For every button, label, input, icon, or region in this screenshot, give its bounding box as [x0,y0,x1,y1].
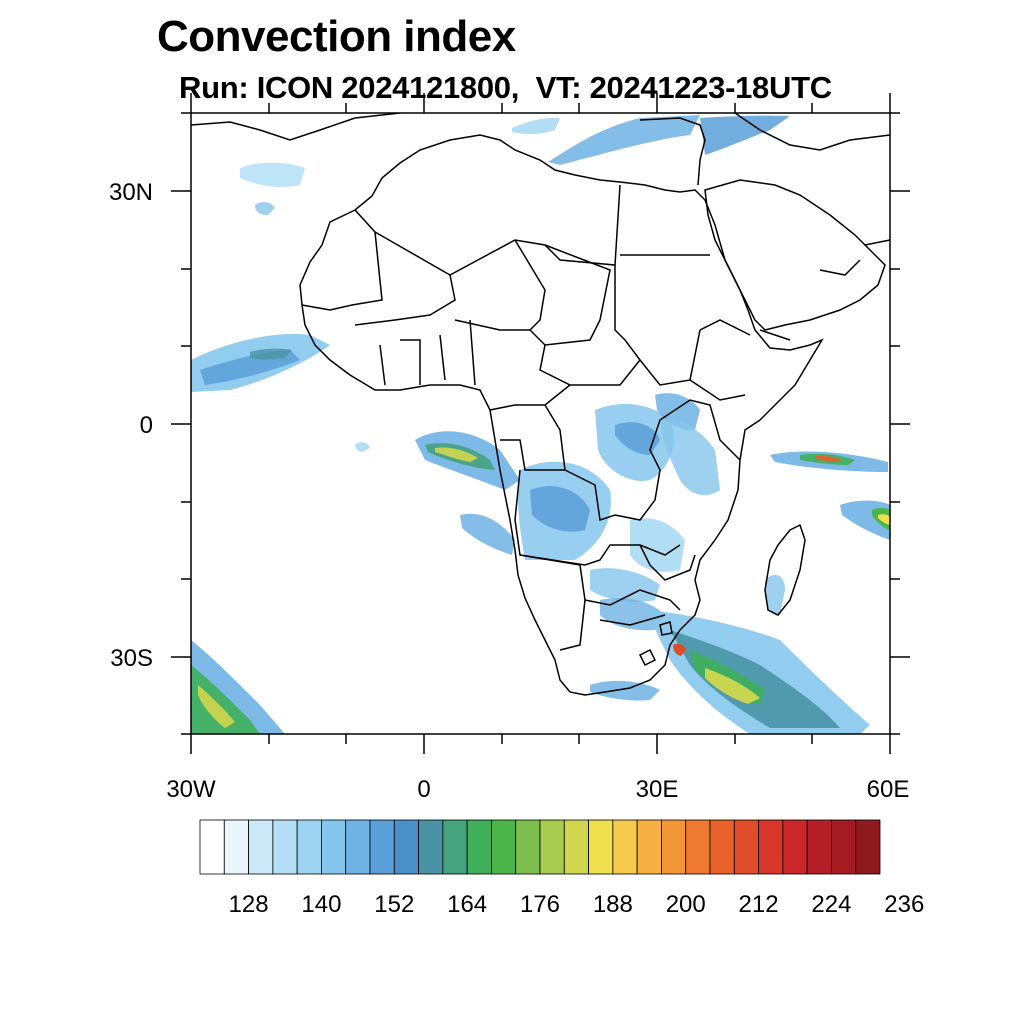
colorbar-swatch [806,819,832,875]
colorbar-label: 236 [884,891,924,918]
colorbar-swatch [709,819,735,875]
colorbar-label: 188 [593,891,633,918]
colorbar-swatch [758,819,784,875]
colorbar-swatch [588,819,614,875]
colorbar-labels: 128 140 152 164 176 188 200 212 224 236 [229,891,925,918]
colorbar-swatch [563,819,589,875]
colorbar-swatch [636,819,662,875]
colorbar-label: 140 [301,891,341,918]
lon-label-30w: 30W [166,776,216,803]
colorbar-label: 224 [811,891,851,918]
map-frame [190,112,891,735]
chart-title: Convection index [157,12,516,61]
colorbar-swatch [442,819,468,875]
colorbar-swatch [296,819,322,875]
colorbar-swatch [272,819,298,875]
colorbar-swatch [248,819,274,875]
coastline [191,113,890,696]
colorbar-swatch [685,819,711,875]
lat-label-30n: 30N [109,179,153,206]
colorbar-swatch [369,819,395,875]
colorbar-swatch [418,819,444,875]
colorbar-label: 164 [447,891,487,918]
colorbar-swatch [393,819,419,875]
lat-label-0: 0 [140,412,153,439]
colorbar-swatch [466,819,492,875]
lon-label-60e: 60E [867,776,910,803]
colorbar-swatch [733,819,759,875]
colorbar-swatch [661,819,687,875]
colorbar-swatch [515,819,541,875]
chart-subtitle: Run: ICON 2024121800, VT: 20241223-18UTC [179,70,832,105]
colorbar [199,819,881,875]
lon-label-30e: 30E [636,776,679,803]
colorbar-label: 176 [520,891,560,918]
colorbar-swatch [831,819,857,875]
colorbar-swatch [612,819,638,875]
colorbar-swatch [491,819,517,875]
colorbar-swatch [782,819,808,875]
lat-label-30s: 30S [110,645,153,672]
colorbar-swatch [223,819,249,875]
colorbar-label: 128 [229,891,269,918]
colorbar-swatch [539,819,565,875]
colorbar-swatch [199,819,225,875]
colorbar-label: 212 [739,891,779,918]
colorbar-label: 152 [374,891,414,918]
convection-field [191,115,890,734]
lon-label-0: 0 [417,776,430,803]
colorbar-label: 200 [666,891,706,918]
colorbar-swatch [321,819,347,875]
lat-ticks [171,112,910,735]
colorbar-swatch [345,819,371,875]
lon-ticks [190,93,891,754]
colorbar-swatch [855,819,881,875]
